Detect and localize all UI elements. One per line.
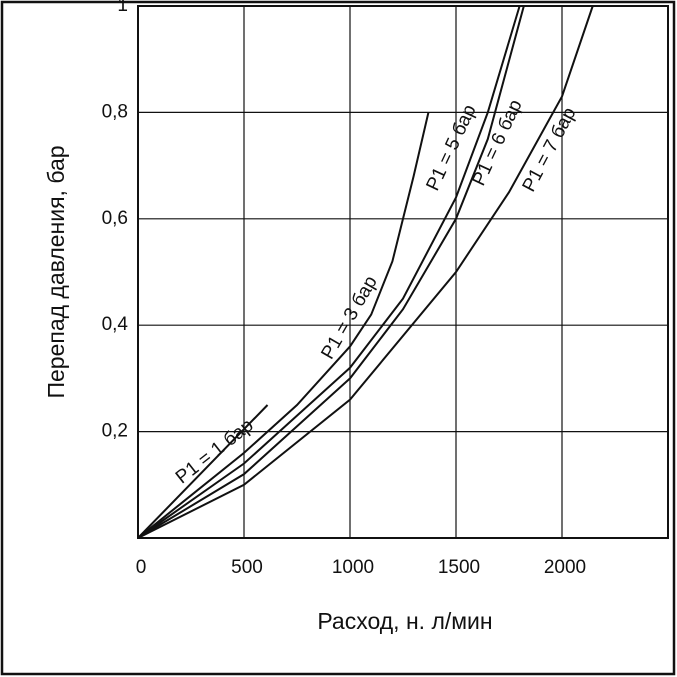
- y-tick-label: 0,6: [102, 208, 128, 229]
- x-tick-label: 0: [136, 557, 147, 578]
- series-line: [137, 112, 430, 539]
- series-line: [137, 5, 521, 539]
- y-tick-label: 1: [117, 0, 128, 16]
- x-tick-label: 1000: [332, 557, 374, 578]
- x-tick-label: 500: [231, 557, 263, 578]
- y-tick-label: 0,2: [102, 421, 128, 442]
- x-tick-label: 1500: [438, 557, 480, 578]
- x-tick-label: 2000: [544, 557, 586, 578]
- plot-border: [137, 5, 669, 539]
- series-line: [137, 404, 269, 539]
- series-line: [137, 5, 525, 539]
- y-tick-label: 0,4: [102, 314, 129, 335]
- y-tick-label: 0,8: [102, 101, 128, 122]
- y-axis-title: Перепад давления, бар: [43, 145, 69, 398]
- series-line: [137, 5, 594, 539]
- x-axis-title: Расход, н. л/мин: [317, 608, 492, 634]
